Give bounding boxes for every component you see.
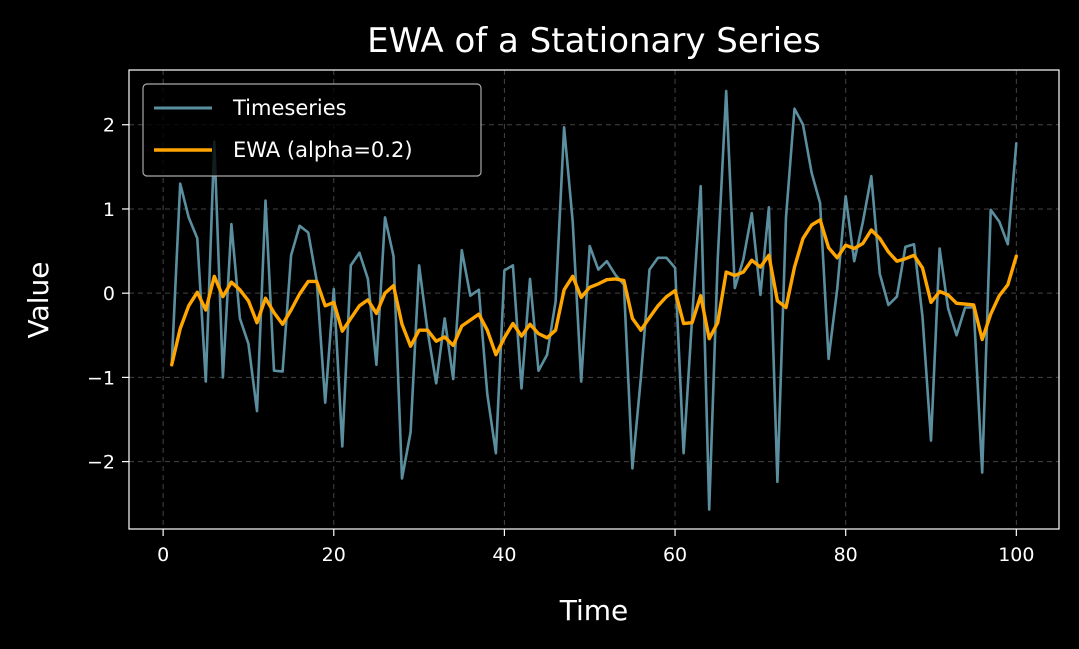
x-tick-label: 100 <box>998 544 1034 566</box>
x-tick-label: 60 <box>663 544 687 566</box>
y-tick-label: −2 <box>87 452 115 474</box>
x-tick-label: 0 <box>157 544 169 566</box>
x-tick-label: 40 <box>492 544 516 566</box>
y-tick-label: 2 <box>103 115 115 137</box>
legend: Timeseries EWA (alpha=0.2) <box>142 83 482 177</box>
y-tick-label: 0 <box>103 283 115 305</box>
legend-label-ewa: EWA (alpha=0.2) <box>233 138 413 162</box>
plot-frame <box>128 69 1060 530</box>
chart-title: EWA of a Stationary Series <box>367 21 821 61</box>
x-axis-label: Time <box>559 594 629 627</box>
y-tick-label: 1 <box>103 199 115 221</box>
legend-label-timeseries: Timeseries <box>232 96 347 120</box>
legend-box <box>142 83 482 177</box>
ticks: 0 20 40 60 80 100 −2 −1 0 1 2 <box>87 115 1034 566</box>
series-line-timeseries <box>170 89 1018 511</box>
series-group <box>169 89 1018 511</box>
y-axis-label: Value <box>22 262 55 339</box>
y-tick-label: −1 <box>87 367 115 389</box>
x-tick-label: 80 <box>834 544 858 566</box>
x-tick-label: 20 <box>322 544 346 566</box>
series-line-ewa <box>169 218 1018 367</box>
